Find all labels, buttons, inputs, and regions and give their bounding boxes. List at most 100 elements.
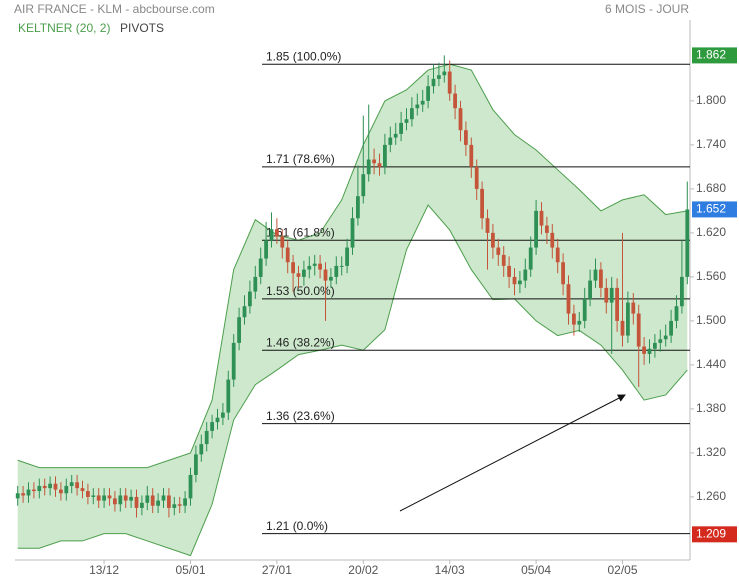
candle-body bbox=[48, 483, 52, 489]
candle-body bbox=[631, 302, 636, 314]
candle-body bbox=[215, 417, 220, 423]
band-area bbox=[17, 64, 688, 556]
candle-body bbox=[194, 454, 198, 475]
pivot-label: 1.61 (61.8%) bbox=[266, 225, 335, 239]
y-tick-label: 1.740 bbox=[696, 137, 726, 151]
candle-body bbox=[172, 504, 177, 508]
y-tick-label: 1.380 bbox=[696, 401, 726, 415]
candle-body bbox=[123, 495, 128, 501]
y-tick-label: 1.440 bbox=[696, 357, 726, 371]
y-tick-label: 1.560 bbox=[696, 269, 726, 283]
candle-body bbox=[545, 225, 549, 233]
pivot-label: 1.85 (100.0%) bbox=[266, 49, 341, 63]
x-tick-label: 20/02 bbox=[348, 563, 378, 577]
x-tick-label: 14/03 bbox=[435, 563, 465, 577]
candle-body bbox=[329, 276, 333, 281]
x-tick-label: 27/01 bbox=[262, 563, 292, 577]
candle-body bbox=[577, 320, 582, 325]
candle-body bbox=[620, 320, 625, 336]
candle-body bbox=[177, 504, 182, 506]
candle-body bbox=[307, 265, 312, 270]
candle-body bbox=[685, 209, 690, 277]
candle-body bbox=[275, 229, 279, 237]
y-tick-label: 1.500 bbox=[696, 313, 726, 327]
candle-body bbox=[372, 159, 376, 164]
candle-body bbox=[653, 342, 657, 349]
candle-body bbox=[161, 495, 166, 501]
candle-body bbox=[609, 287, 614, 303]
candle-body bbox=[393, 133, 398, 138]
candle-body bbox=[291, 262, 295, 274]
candle-body bbox=[150, 495, 155, 506]
pivot-label: 1.21 (0.0%) bbox=[266, 519, 328, 533]
candle-body bbox=[496, 247, 501, 255]
candle-body bbox=[550, 232, 555, 248]
candle-body bbox=[442, 71, 447, 76]
candle-body bbox=[593, 269, 598, 281]
candle-body bbox=[285, 247, 290, 263]
candle-body bbox=[555, 247, 560, 263]
legend-keltner: KELTNER (20, 2) bbox=[18, 21, 110, 35]
candle-body bbox=[21, 493, 25, 496]
candle-body bbox=[339, 265, 344, 267]
candle-body bbox=[156, 500, 160, 506]
candle-body bbox=[404, 119, 409, 123]
pivot-label: 1.36 (23.6%) bbox=[266, 409, 335, 423]
candle-body bbox=[642, 346, 646, 354]
candle-body bbox=[204, 430, 209, 445]
candle-body bbox=[113, 498, 117, 505]
x-tick-label: 05/04 bbox=[521, 563, 551, 577]
candle-body bbox=[658, 339, 663, 343]
candle-body bbox=[582, 298, 587, 321]
candle-body bbox=[91, 495, 96, 497]
candle-body bbox=[680, 276, 684, 307]
candle-body bbox=[42, 485, 47, 489]
candle-body bbox=[102, 495, 106, 501]
price-label: 1.862 bbox=[696, 48, 726, 62]
candle-body bbox=[75, 482, 79, 489]
candle-body bbox=[447, 71, 452, 94]
candle-body bbox=[221, 412, 225, 418]
chart-subtitle: 6 MOIS - JOUR bbox=[605, 2, 689, 16]
candle-body bbox=[145, 495, 150, 503]
price-label: 1.209 bbox=[696, 527, 726, 541]
x-tick-label: 13/12 bbox=[89, 563, 119, 577]
candle-body bbox=[539, 210, 544, 226]
candle-body bbox=[636, 313, 641, 347]
candle-body bbox=[334, 265, 339, 277]
candle-body bbox=[118, 495, 123, 505]
candle-body bbox=[383, 144, 387, 167]
y-tick-label: 1.320 bbox=[696, 445, 726, 459]
candle-body bbox=[437, 75, 441, 79]
price-box bbox=[692, 47, 737, 64]
candle-body bbox=[264, 240, 268, 259]
candle-body bbox=[415, 104, 420, 109]
candle-body bbox=[64, 485, 69, 494]
candle-body bbox=[167, 495, 171, 508]
candle-body bbox=[410, 108, 414, 120]
candle-body bbox=[242, 306, 247, 318]
y-tick-label: 1.620 bbox=[696, 225, 726, 239]
x-tick-label: 02/05 bbox=[607, 563, 637, 577]
candle-body bbox=[507, 265, 511, 277]
candle-body bbox=[37, 485, 42, 492]
candle-body bbox=[669, 320, 673, 336]
candle-body bbox=[528, 247, 533, 270]
pivot-label: 1.71 (78.6%) bbox=[266, 152, 335, 166]
candle-body bbox=[572, 313, 576, 325]
y-tick-label: 1.260 bbox=[696, 489, 726, 503]
candle-body bbox=[296, 273, 301, 277]
y-tick-label: 1.680 bbox=[696, 181, 726, 195]
pivot-label: 1.53 (50.0%) bbox=[266, 284, 335, 298]
candle-body bbox=[566, 284, 571, 314]
candle-body bbox=[663, 335, 668, 340]
chart-title: AIR FRANCE - KLM - abcbourse.com bbox=[14, 2, 215, 16]
candle-body bbox=[599, 269, 603, 288]
candle-body bbox=[469, 144, 474, 167]
candle-body bbox=[361, 174, 366, 197]
candle-body bbox=[626, 302, 630, 336]
candle-body bbox=[226, 379, 231, 413]
candle-body bbox=[80, 488, 85, 492]
candle-body bbox=[183, 498, 187, 506]
